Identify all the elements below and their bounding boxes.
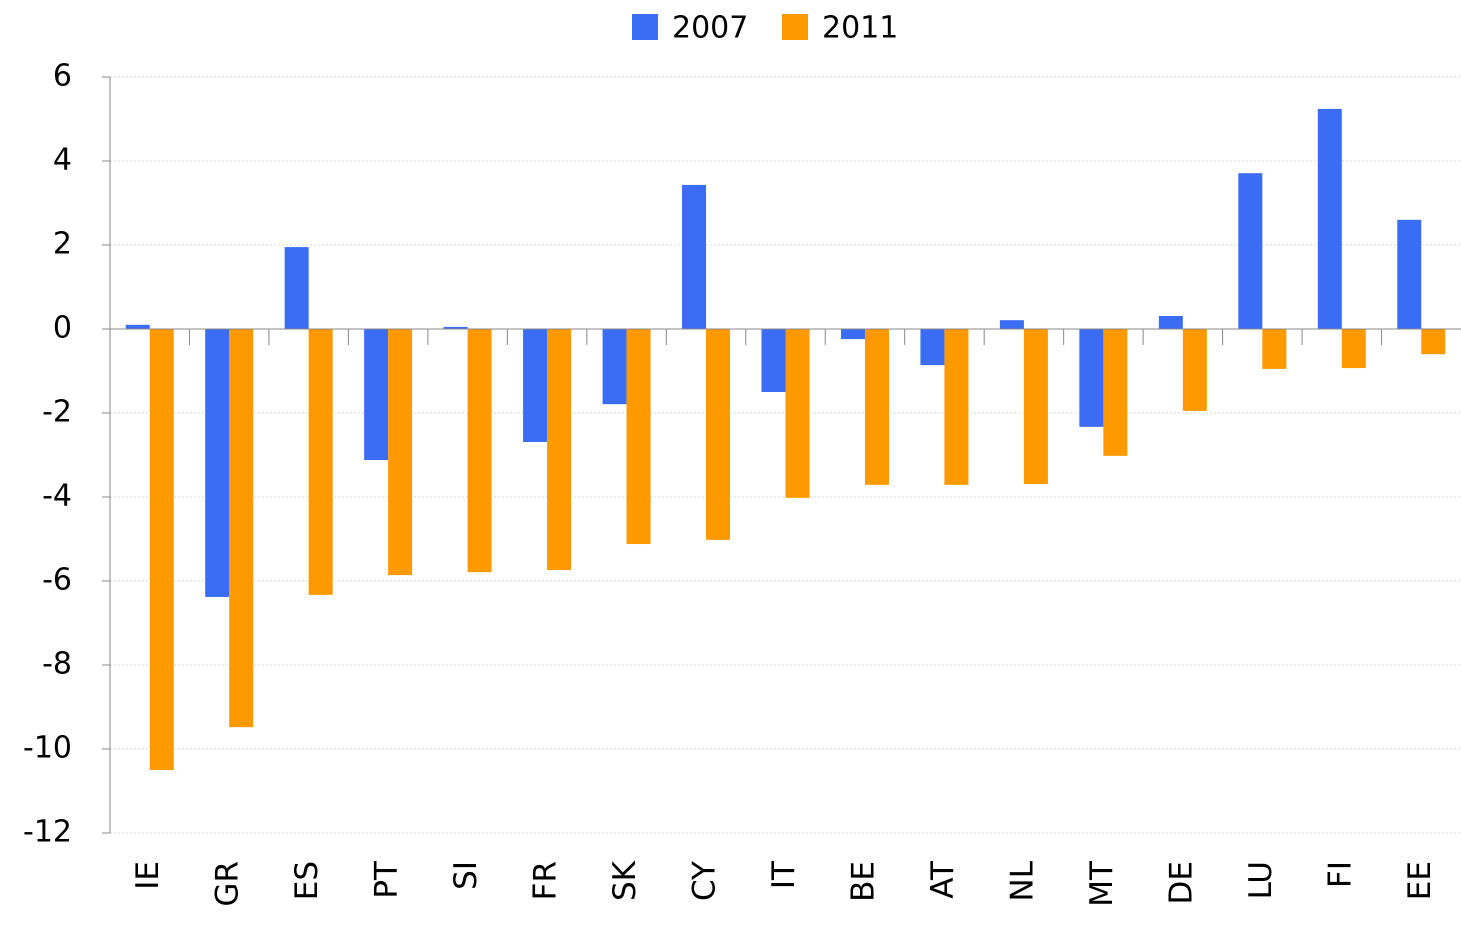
bar: [920, 329, 945, 366]
bar: [149, 329, 174, 770]
bar: [284, 247, 309, 329]
bar: [682, 184, 707, 329]
legend-label: 2007: [672, 11, 748, 46]
bar: [125, 324, 150, 329]
bar: [1341, 329, 1366, 369]
y-tick-label: 2: [53, 227, 72, 262]
bar: [840, 329, 865, 340]
bar: [1238, 173, 1263, 329]
bar: [388, 329, 413, 576]
bar: [1317, 108, 1342, 329]
bar: [364, 329, 389, 461]
x-tick-label: PT: [369, 860, 405, 899]
x-tick-label: MT: [1084, 860, 1120, 907]
x-tick-label: BE: [845, 861, 881, 902]
bar: [205, 329, 230, 597]
bar: [1421, 329, 1446, 355]
bar: [229, 329, 254, 728]
bar: [1158, 315, 1183, 329]
x-tick-label: LU: [1243, 861, 1279, 899]
x-tick-label: IT: [766, 860, 802, 889]
x-tick-label: FR: [528, 861, 564, 900]
x-tick-label: IE: [130, 861, 166, 890]
x-tick-label: NL: [1004, 860, 1040, 901]
bar: [467, 329, 492, 573]
bar: [1182, 329, 1207, 411]
bar: [547, 329, 572, 571]
bar: [999, 320, 1024, 329]
bar: [1103, 329, 1128, 456]
bar: [761, 329, 786, 392]
bar: [602, 329, 627, 405]
bar: [1397, 219, 1422, 329]
bar: [1079, 329, 1104, 427]
bar: [785, 329, 810, 498]
bar: [523, 329, 548, 442]
x-tick-label: ES: [289, 861, 325, 900]
legend-swatch: [632, 14, 658, 40]
x-tick-label: DE: [1163, 861, 1199, 904]
y-tick-label: 0: [53, 311, 72, 346]
bar: [864, 329, 889, 485]
bar: [706, 329, 731, 540]
x-tick-label: GR: [210, 861, 246, 907]
x-tick-label: SI: [448, 861, 484, 890]
legend-label: 2011: [822, 11, 898, 46]
y-tick-label: -2: [42, 395, 72, 430]
bar: [308, 329, 333, 595]
y-tick-label: 4: [53, 143, 72, 178]
bar: [1262, 329, 1287, 369]
y-tick-label: -8: [42, 647, 72, 682]
y-tick-label: -6: [42, 563, 72, 598]
bar: [443, 326, 468, 329]
y-tick-label: -12: [23, 815, 72, 850]
y-tick-label: -10: [23, 731, 72, 766]
x-tick-label: EE: [1402, 861, 1438, 900]
y-tick-label: -4: [42, 479, 72, 514]
x-tick-label: AT: [925, 860, 961, 899]
legend-swatch: [782, 14, 808, 40]
bar: [944, 329, 969, 485]
bar: [1023, 329, 1048, 484]
x-tick-label: FI: [1322, 861, 1358, 888]
x-tick-label: CY: [687, 861, 723, 901]
y-tick-label: 6: [53, 59, 72, 94]
x-tick-label: SK: [607, 860, 643, 901]
bar: [626, 329, 651, 545]
